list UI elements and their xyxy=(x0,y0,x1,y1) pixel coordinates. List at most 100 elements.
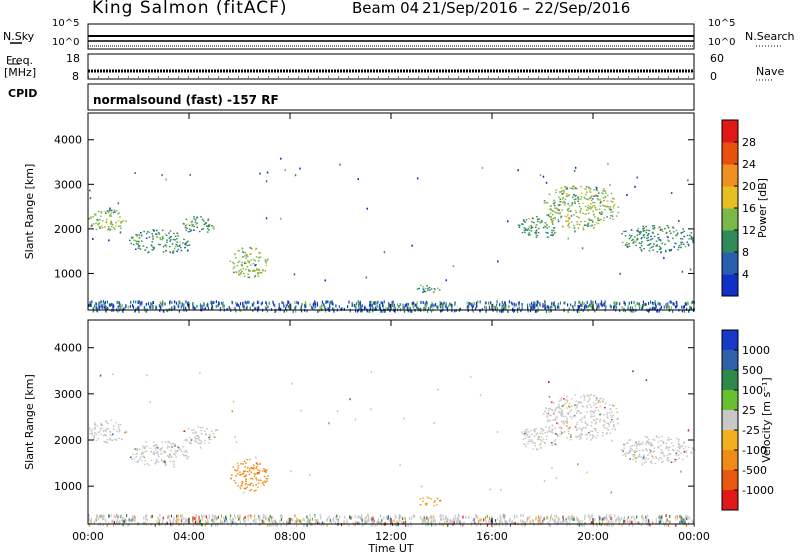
nave-tick-bottom: 0 xyxy=(710,70,717,83)
colorbar-segment xyxy=(722,186,738,209)
echo-feature-3 xyxy=(183,426,216,445)
nave-tick-top: 60 xyxy=(710,52,724,65)
cpid-value: normalsound (fast) -157 RF xyxy=(93,93,279,107)
sparse-echoes xyxy=(99,370,690,494)
colorbar-segment xyxy=(722,230,738,253)
colorbar-label: Power [dB] xyxy=(756,178,769,238)
colorbar-tick-label: 8 xyxy=(742,246,749,259)
colorbar-segment xyxy=(722,490,738,511)
colorbar: 1000 500 100 25 -25 -100 -500 -1000 Velocity [m … xyxy=(721,329,774,511)
x-tick-label: 20:00 xyxy=(577,530,609,543)
colorbar-segment xyxy=(722,208,738,231)
echo-feature-6 xyxy=(521,428,559,451)
cpid-label: CPID xyxy=(8,87,38,100)
colorbar-label: Velocity [m s⁻¹] xyxy=(760,377,773,462)
echo-feature-1 xyxy=(89,419,128,444)
x-tick-label: 00:00 xyxy=(72,530,104,543)
heatmap-panel-2: 1000 2000 3000 4000 00:00 04:00 08:00 12:00 16:0… xyxy=(23,319,774,554)
echo-feature-7 xyxy=(543,185,620,231)
colorbar-segment xyxy=(722,142,738,165)
noise-tick-top-right: 10^5 xyxy=(708,18,736,29)
colorbar-tick-label: 1000 xyxy=(742,344,770,357)
beam-label: Beam 04 xyxy=(352,0,420,17)
colorbar-tick-label: -100 xyxy=(742,444,767,457)
freq-tick-top: 18 xyxy=(66,52,80,65)
cpid-panel xyxy=(87,83,695,111)
nave-label: Nave xyxy=(756,65,785,78)
heatmap-panels: 1000 2000 3000 4000 Slant Range [km] 4 8 12 16 20… xyxy=(23,112,774,554)
echo-feature-8 xyxy=(620,435,696,465)
echo-feature-4 xyxy=(230,458,269,492)
y-tick-label: 2000 xyxy=(54,434,82,447)
colorbar-tick-label: -1000 xyxy=(742,484,774,497)
echo-feature-7 xyxy=(542,394,620,441)
colorbar-segment xyxy=(722,164,738,187)
colorbar-segment xyxy=(722,330,738,351)
x-tick-label: 12:00 xyxy=(375,530,407,543)
x-axis-label: Time UT xyxy=(367,542,413,554)
freq-tick-bottom: 8 xyxy=(72,70,79,83)
colorbar-tick-label: 100 xyxy=(742,384,763,397)
colorbar-segment xyxy=(722,430,738,451)
colorbar-tick-label: -500 xyxy=(742,464,767,477)
panel-frame xyxy=(87,112,695,311)
noise-tick-bottom-right: 10^0 xyxy=(708,37,736,48)
y-tick-label: 3000 xyxy=(54,178,82,191)
echo-feature-4 xyxy=(229,246,269,279)
colorbar-segment xyxy=(722,410,738,431)
x-tick-label: 00:00 xyxy=(678,530,710,543)
sparse-echoes xyxy=(89,157,692,282)
y-axis-label: Slant Range [km] xyxy=(23,164,36,260)
colorbar: 4 8 12 16 20 24 28 Power [dB] xyxy=(721,119,769,297)
nsky-label: N.Sky xyxy=(3,30,35,43)
colorbar-tick-label: 500 xyxy=(742,364,763,377)
y-tick-label: 4000 xyxy=(54,134,82,147)
colorbar-frame xyxy=(721,329,739,511)
freq-panel xyxy=(8,53,772,81)
echo-feature-1 xyxy=(88,209,127,231)
colorbar-segment xyxy=(722,350,738,371)
colorbar-tick-label: 28 xyxy=(742,136,756,149)
echo-feature-2 xyxy=(129,229,191,254)
noise-tick-bottom-left: 10^0 xyxy=(52,37,80,48)
x-tick-label: 08:00 xyxy=(274,530,306,543)
colorbar-tick-label: 12 xyxy=(742,224,756,237)
nsearch-label: N.Search xyxy=(745,30,795,43)
colorbar-segment xyxy=(722,470,738,491)
x-tick-label: 04:00 xyxy=(173,530,205,543)
y-axis-label: Slant Range [km] xyxy=(23,374,36,470)
colorbar-tick-label: 16 xyxy=(742,202,756,215)
echo-feature-3 xyxy=(182,216,215,233)
echo-feature-8 xyxy=(621,224,695,253)
colorbar-tick-label: -25 xyxy=(742,424,760,437)
y-tick-label: 3000 xyxy=(54,388,82,401)
near-range-scatter xyxy=(88,300,695,313)
station-title: King Salmon (fitACF) xyxy=(92,0,288,18)
colorbar-segment xyxy=(722,390,738,411)
noise-panel xyxy=(10,23,782,50)
heatmap-panel-1: 1000 2000 3000 4000 Slant Range [km] 4 8 12 16 20… xyxy=(23,112,769,313)
y-tick-label: 1000 xyxy=(54,267,82,280)
echo-feature-5 xyxy=(419,496,442,507)
date-range: 21/Sep/2016 – 22/Sep/2016 xyxy=(422,0,631,17)
panel-frame xyxy=(87,319,695,525)
colorbar-tick-label: 20 xyxy=(742,180,756,193)
colorbar-segment xyxy=(722,450,738,471)
freq-unit-label: [MHz] xyxy=(4,66,37,79)
echo-feature-5 xyxy=(416,284,441,294)
colorbar-tick-label: 24 xyxy=(742,158,756,171)
colorbar-tick-label: 4 xyxy=(742,268,749,281)
noise-tick-top-left: 10^5 xyxy=(52,18,80,29)
y-tick-label: 4000 xyxy=(54,342,82,355)
x-tick-label: 16:00 xyxy=(476,530,508,543)
near-range-scatter xyxy=(88,513,695,527)
echo-feature-2 xyxy=(130,440,190,466)
echo-feature-6 xyxy=(517,216,557,238)
colorbar-segment xyxy=(722,252,738,275)
colorbar-segment xyxy=(722,370,738,391)
y-tick-label: 1000 xyxy=(54,480,82,493)
y-tick-label: 2000 xyxy=(54,223,82,236)
colorbar-segment xyxy=(722,274,738,297)
colorbar-segment xyxy=(722,120,738,143)
